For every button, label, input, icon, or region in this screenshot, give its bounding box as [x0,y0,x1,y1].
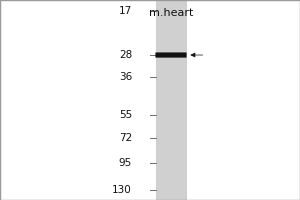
Text: 36: 36 [119,72,132,82]
Text: 28: 28 [119,50,132,60]
Text: 17: 17 [119,6,132,16]
Text: 72: 72 [119,133,132,143]
Text: 95: 95 [119,158,132,168]
Text: m.heart: m.heart [149,8,193,18]
FancyBboxPatch shape [155,52,187,58]
Text: 55: 55 [119,110,132,120]
Bar [156,0,186,200]
Text: 130: 130 [112,185,132,195]
